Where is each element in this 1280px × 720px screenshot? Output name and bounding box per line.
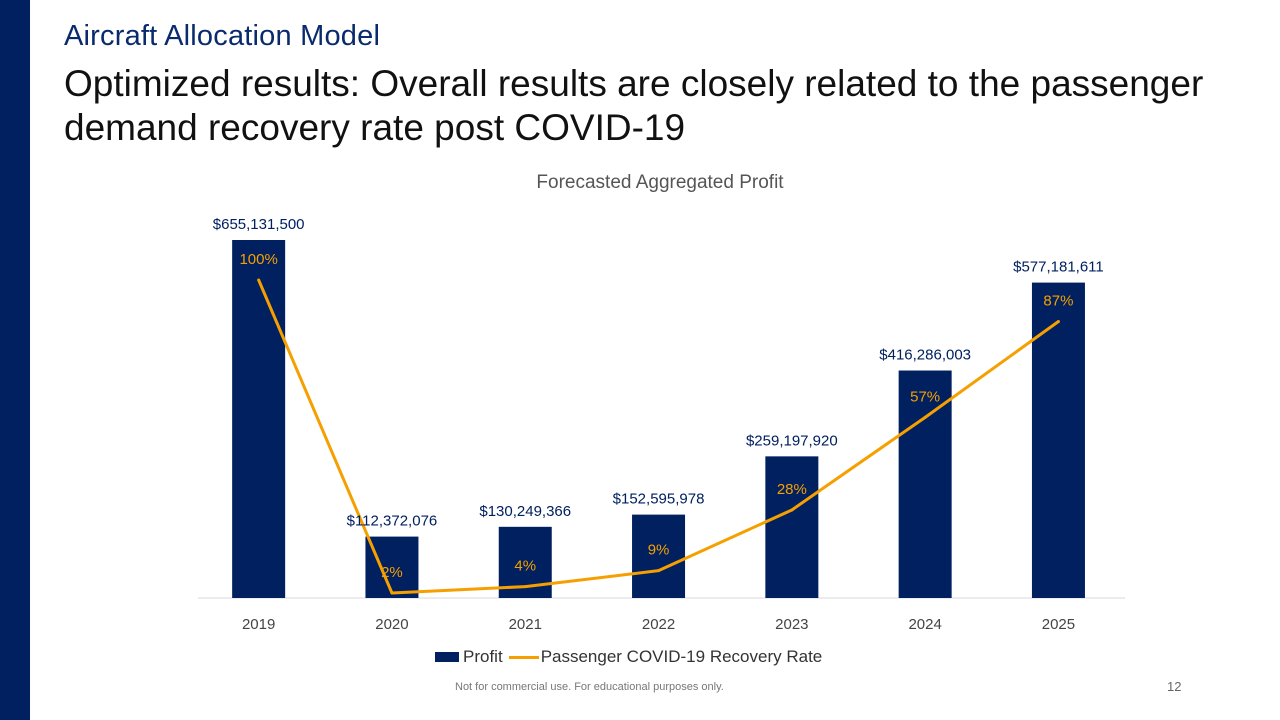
rate-label-2021: 4% [514,558,536,575]
slide-kicker: Aircraft Allocation Model [64,20,381,52]
bar-value-label-2023: $259,197,920 [746,432,838,449]
chart-title: Forecasted Aggregated Profit [536,172,784,193]
bar-2019 [232,240,286,598]
bar-2024 [898,370,952,598]
bar-value-label-2022: $152,595,978 [613,491,705,508]
x-tick-label-2022: 2022 [642,616,675,633]
x-tick-label-2023: 2023 [775,616,808,633]
side-accent-bar [0,0,30,720]
bar-2025 [1031,282,1085,598]
legend-profit-label: Profit [463,647,503,666]
rate-label-2020: 2% [381,564,403,581]
slide-headline: Optimized results: Overall results are c… [64,63,1204,148]
x-tick-label-2025: 2025 [1042,616,1075,633]
x-tick-label-2024: 2024 [908,616,941,633]
legend-recovery-label: Passenger COVID-19 Recovery Rate [540,647,823,666]
bar-value-label-2020: $112,372,076 [347,513,438,530]
bar-value-label-2024: $416,286,003 [879,347,971,364]
bar-2022 [632,514,686,598]
rate-label-2019: 100% [239,251,277,268]
page-number: 12 [1167,679,1182,694]
x-tick-label-2019: 2019 [242,616,275,633]
rate-label-2022: 9% [648,542,670,559]
chart-legend: Profit Passenger COVID-19 Recovery Rate [435,646,822,668]
x-tick-label-2020: 2020 [375,616,408,633]
recovery-rate-line [257,279,1060,595]
footer-note: Not for commercial use. For educational … [455,681,724,693]
rate-label-2023: 28% [777,481,807,498]
bar-value-label-2021: $130,249,366 [479,503,571,520]
bar-2023 [765,456,819,598]
x-tick-label-2021: 2021 [509,616,542,633]
legend-recovery-swatch [508,655,539,659]
legend-profit-swatch [435,652,459,662]
bar-2020 [365,536,419,598]
rate-label-2024: 57% [910,388,940,405]
rate-label-2025: 87% [1043,293,1073,310]
bar-value-label-2019: $655,131,500 [213,216,305,233]
bar-value-label-2025: $577,181,611 [1013,259,1104,276]
